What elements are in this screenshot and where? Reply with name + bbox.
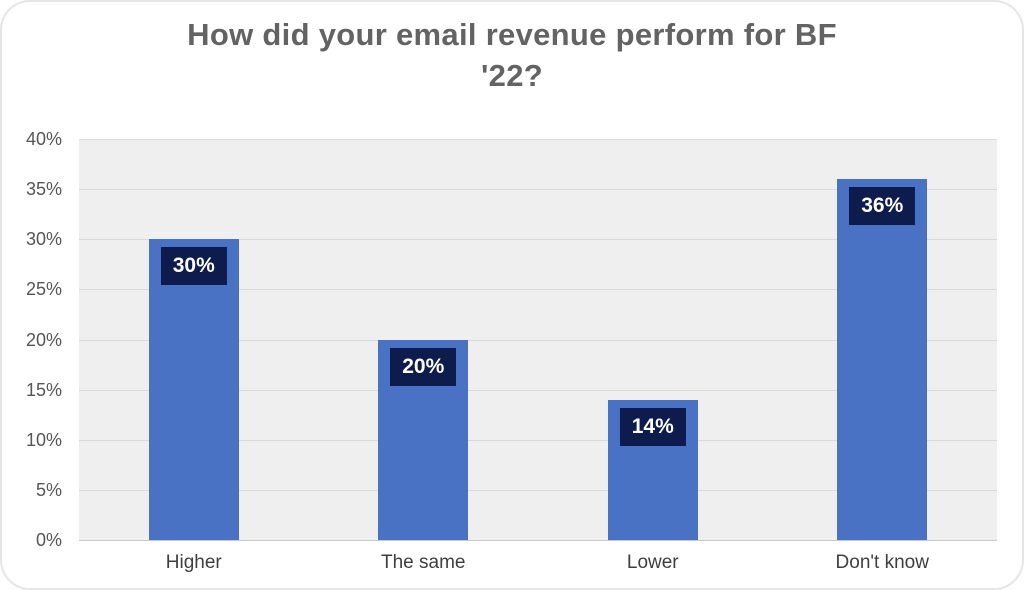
y-axis-tick-label: 5% (35, 479, 62, 500)
gridline (79, 439, 997, 441)
y-axis-tick-label: 30% (25, 229, 62, 250)
y-axis-tick-label: 20% (25, 329, 62, 350)
gridline (79, 289, 997, 291)
gridline (79, 139, 997, 140)
chart-title-line-1: How did your email revenue perform for B… (187, 17, 837, 52)
gridline (79, 540, 997, 541)
y-axis-tick-label: 40% (25, 129, 62, 149)
y-axis-tick-label: 15% (25, 379, 62, 400)
bar-data-label: 14% (619, 407, 686, 446)
gridline (79, 339, 997, 341)
y-axis-tick-label: 35% (25, 179, 62, 200)
y-axis-tick-label: 25% (25, 279, 62, 300)
plot-area: 30% 20% 14% 36% (79, 139, 997, 541)
chart-title: How did your email revenue perform for B… (2, 15, 1022, 97)
bar: 20% (378, 339, 469, 540)
bar: 14% (607, 399, 698, 540)
bar-data-label: 20% (390, 347, 457, 386)
x-axis-category-label: The same (381, 552, 466, 573)
bar: 30% (148, 239, 239, 540)
gridline (79, 189, 997, 191)
bar: 36% (837, 179, 928, 540)
x-axis-category-label: Don't know (835, 552, 929, 573)
chart-title-line-2: '22? (481, 57, 543, 93)
gridline (79, 389, 997, 391)
x-axis-category-label: Lower (626, 552, 679, 573)
y-axis-tick-label: 10% (25, 429, 62, 450)
gridline (79, 239, 997, 241)
bar-data-label: 36% (849, 187, 916, 226)
gridline (79, 489, 997, 491)
x-axis-category-label: Higher (165, 552, 222, 573)
bar-data-label: 30% (160, 247, 227, 286)
y-axis-tick-label: 0% (35, 530, 62, 550)
